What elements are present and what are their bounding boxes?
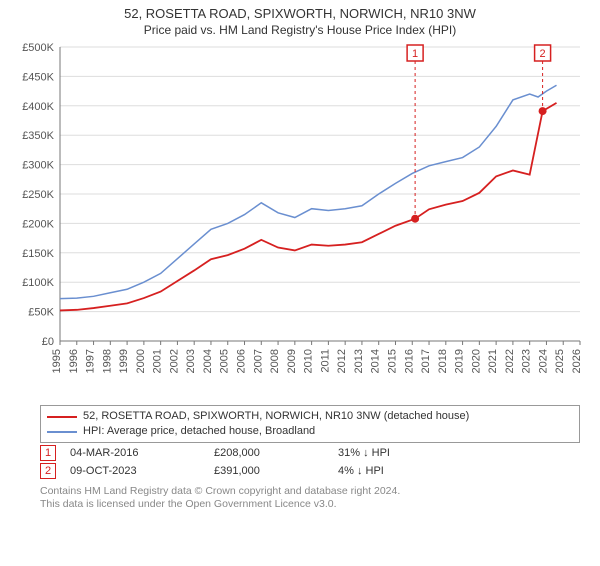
svg-text:2014: 2014 <box>370 349 382 373</box>
svg-text:1996: 1996 <box>68 349 80 373</box>
svg-text:2004: 2004 <box>202 349 214 373</box>
svg-text:£150K: £150K <box>22 248 54 260</box>
svg-text:2003: 2003 <box>185 349 197 373</box>
svg-text:2006: 2006 <box>236 349 248 373</box>
footnote-line: This data is licensed under the Open Gov… <box>40 498 600 511</box>
transaction-badge: 2 <box>40 463 56 479</box>
svg-text:£0: £0 <box>42 336 54 348</box>
svg-text:£200K: £200K <box>22 218 54 230</box>
svg-text:2018: 2018 <box>437 349 449 373</box>
svg-text:£400K: £400K <box>22 101 54 113</box>
line-chart-svg: £0 £50K £100K £150K £200K £250K £300K £350K £400… <box>10 41 590 401</box>
svg-text:1998: 1998 <box>101 349 113 373</box>
svg-text:2007: 2007 <box>252 349 264 373</box>
svg-text:2026: 2026 <box>571 349 583 373</box>
footnote-line: Contains HM Land Registry data © Crown c… <box>40 485 600 498</box>
svg-text:2009: 2009 <box>286 349 298 373</box>
svg-text:2012: 2012 <box>336 349 348 373</box>
transaction-price: £208,000 <box>214 447 324 459</box>
svg-text:2002: 2002 <box>168 349 180 373</box>
legend-swatch <box>47 416 77 418</box>
transaction-price: £391,000 <box>214 465 324 477</box>
transaction-delta: 31% ↓ HPI <box>338 447 390 459</box>
svg-text:2010: 2010 <box>303 349 315 373</box>
legend-label: HPI: Average price, detached house, Broa… <box>83 424 315 439</box>
svg-text:2015: 2015 <box>386 349 398 373</box>
svg-text:2013: 2013 <box>353 349 365 373</box>
svg-text:2016: 2016 <box>403 349 415 373</box>
transaction-delta: 4% ↓ HPI <box>338 465 384 477</box>
svg-text:2020: 2020 <box>470 349 482 373</box>
legend-swatch <box>47 431 77 433</box>
legend-row: HPI: Average price, detached house, Broa… <box>47 424 573 439</box>
transactions-table: 1 04-MAR-2016 £208,000 31% ↓ HPI 2 09-OCT-202… <box>0 445 600 479</box>
svg-text:2001: 2001 <box>152 349 164 373</box>
svg-text:£450K: £450K <box>22 71 54 83</box>
legend: 52, ROSETTA ROAD, SPIXWORTH, NORWICH, NR… <box>40 405 580 443</box>
chart-subtitle: Price paid vs. HM Land Registry's House … <box>0 23 600 37</box>
svg-text:£50K: £50K <box>28 307 54 319</box>
svg-text:2021: 2021 <box>487 349 499 373</box>
legend-label: 52, ROSETTA ROAD, SPIXWORTH, NORWICH, NR… <box>83 409 469 424</box>
chart-area: £0 £50K £100K £150K £200K £250K £300K £350K £400… <box>10 41 590 401</box>
svg-text:£350K: £350K <box>22 130 54 142</box>
svg-text:2024: 2024 <box>537 349 549 373</box>
svg-text:2017: 2017 <box>420 349 432 373</box>
svg-text:1: 1 <box>412 48 418 60</box>
svg-text:2023: 2023 <box>521 349 533 373</box>
svg-text:2022: 2022 <box>504 349 516 373</box>
svg-text:£300K: £300K <box>22 160 54 172</box>
svg-text:2000: 2000 <box>135 349 147 373</box>
legend-row: 52, ROSETTA ROAD, SPIXWORTH, NORWICH, NR… <box>47 409 573 424</box>
price-marker <box>539 107 547 115</box>
svg-text:£100K: £100K <box>22 277 54 289</box>
svg-text:2008: 2008 <box>269 349 281 373</box>
svg-text:2011: 2011 <box>319 349 331 373</box>
series-hpi <box>60 85 557 298</box>
transaction-row: 1 04-MAR-2016 £208,000 31% ↓ HPI <box>40 445 600 461</box>
chart-title: 52, ROSETTA ROAD, SPIXWORTH, NORWICH, NR… <box>0 6 600 21</box>
transaction-date: 04-MAR-2016 <box>70 447 200 459</box>
series-price_paid <box>60 103 557 311</box>
transaction-badge: 1 <box>40 445 56 461</box>
svg-text:£250K: £250K <box>22 189 54 201</box>
svg-text:2005: 2005 <box>219 349 231 373</box>
transaction-date: 09-OCT-2023 <box>70 465 200 477</box>
svg-text:1995: 1995 <box>51 349 63 373</box>
svg-text:2025: 2025 <box>554 349 566 373</box>
svg-text:2: 2 <box>540 48 546 60</box>
price-marker <box>411 215 419 223</box>
svg-text:1997: 1997 <box>85 349 97 373</box>
transaction-row: 2 09-OCT-2023 £391,000 4% ↓ HPI <box>40 463 600 479</box>
footnote: Contains HM Land Registry data © Crown c… <box>40 485 600 511</box>
svg-text:£500K: £500K <box>22 42 54 54</box>
svg-text:1999: 1999 <box>118 349 130 373</box>
svg-text:2019: 2019 <box>454 349 466 373</box>
